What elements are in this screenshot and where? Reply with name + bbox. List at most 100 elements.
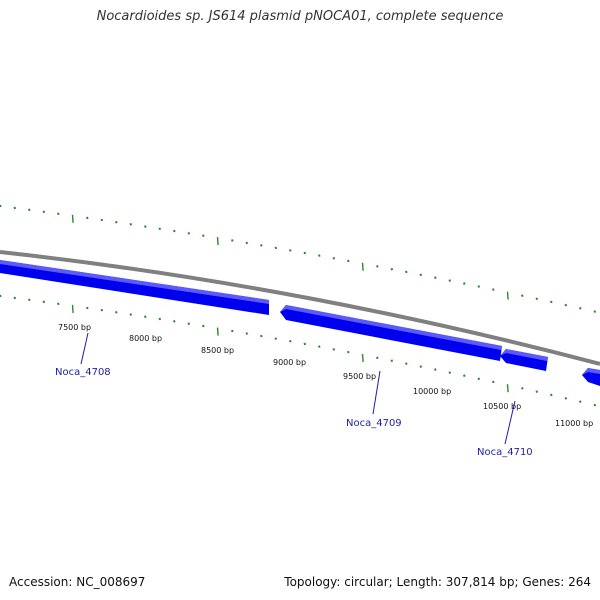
- gene-arrow-noca-4709[interactable]: [280, 305, 502, 361]
- minor-tick: [129, 223, 133, 226]
- minor-tick: [347, 350, 350, 354]
- minor-tick: [419, 273, 423, 277]
- major-tick: [361, 353, 364, 363]
- minor-tick: [477, 377, 481, 381]
- minor-tick: [463, 282, 466, 285]
- major-tick: [71, 214, 74, 223]
- gene-label-noca-4709[interactable]: Noca_4709: [346, 418, 402, 429]
- minor-tick: [521, 387, 524, 390]
- minor-tick: [57, 302, 60, 306]
- minor-tick: [390, 267, 394, 271]
- minor-tick: [318, 345, 321, 348]
- gene-label-noca-4710[interactable]: Noca_4710: [477, 447, 533, 458]
- minor-tick: [477, 285, 481, 288]
- inner-tick-ring: [0, 294, 597, 407]
- major-tick: [71, 304, 74, 313]
- accession-text: Accession: NC_008697: [9, 575, 146, 589]
- minor-tick: [187, 322, 191, 325]
- major-tick: [216, 327, 219, 336]
- minor-tick: [202, 234, 205, 237]
- gene-label-noca-4708[interactable]: Noca_4708: [55, 367, 111, 378]
- minor-tick: [245, 241, 249, 245]
- minor-tick: [289, 339, 292, 343]
- minor-tick: [86, 306, 89, 310]
- minor-tick: [129, 313, 133, 316]
- gene-arrow-noca-4710[interactable]: [500, 349, 548, 371]
- gene-arrow-partial[interactable]: [582, 368, 600, 386]
- minor-tick: [144, 315, 147, 319]
- minor-tick: [231, 329, 234, 333]
- minor-tick: [434, 276, 437, 279]
- gene-leader-line: [504, 400, 516, 445]
- minor-tick: [492, 380, 495, 384]
- scale-label: 8500 bp: [201, 346, 234, 355]
- minor-tick: [173, 320, 176, 323]
- map-title: Nocardioides sp. JS614 plasmid pNOCA01, …: [96, 9, 504, 24]
- minor-tick: [115, 311, 118, 314]
- gene-leader-line: [372, 370, 381, 415]
- scale-label: 10000 bp: [413, 387, 451, 396]
- gene-leader-line: [80, 332, 89, 365]
- minor-tick: [42, 210, 46, 214]
- minor-tick: [318, 254, 321, 257]
- minor-tick: [289, 249, 292, 252]
- minor-tick: [535, 390, 539, 393]
- minor-tick: [115, 220, 118, 224]
- minor-tick: [260, 244, 263, 247]
- scale-label: 8000 bp: [129, 334, 162, 343]
- minor-tick: [13, 206, 17, 210]
- minor-tick: [564, 303, 568, 307]
- minor-tick: [42, 300, 46, 304]
- major-tick: [216, 237, 219, 246]
- minor-tick: [231, 239, 234, 242]
- minor-tick: [521, 294, 524, 297]
- minor-tick: [448, 279, 452, 282]
- minor-tick: [376, 356, 379, 360]
- plasmid-backbone: [0, 250, 600, 366]
- scale-label: 10500 bp: [483, 402, 521, 411]
- minor-tick: [303, 251, 307, 255]
- minor-tick: [100, 308, 104, 312]
- minor-tick: [332, 256, 336, 260]
- minor-tick: [347, 259, 350, 263]
- minor-tick: [492, 288, 495, 291]
- minor-tick: [245, 332, 249, 335]
- major-tick: [506, 384, 509, 393]
- minor-tick: [260, 334, 263, 338]
- minor-tick: [274, 337, 278, 340]
- major-tick: [361, 262, 364, 271]
- topology-info-text: Topology: circular; Length: 307,814 bp; …: [284, 575, 591, 589]
- minor-tick: [57, 212, 60, 216]
- scale-label: 9500 bp: [343, 372, 376, 381]
- outer-tick-ring: [0, 204, 597, 313]
- minor-tick: [86, 216, 89, 220]
- gene-arrow-noca-4708[interactable]: [0, 260, 269, 315]
- minor-tick: [550, 300, 553, 304]
- minor-tick: [376, 265, 379, 268]
- scale-label: 11000 bp: [555, 419, 593, 428]
- minor-tick: [390, 359, 394, 362]
- minor-tick: [28, 298, 31, 302]
- minor-tick: [173, 229, 176, 233]
- minor-tick: [0, 204, 2, 208]
- scale-label: 9000 bp: [273, 358, 306, 367]
- minor-tick: [158, 317, 162, 321]
- minor-tick: [202, 324, 205, 328]
- minor-tick: [405, 270, 408, 274]
- minor-tick: [550, 393, 553, 397]
- minor-tick: [419, 365, 423, 368]
- minor-tick: [405, 362, 408, 365]
- minor-tick: [463, 374, 466, 377]
- minor-tick: [535, 297, 539, 301]
- minor-tick: [144, 225, 147, 228]
- minor-tick: [579, 307, 582, 310]
- minor-tick: [158, 227, 162, 231]
- minor-tick: [448, 371, 452, 374]
- minor-tick: [13, 296, 17, 300]
- scale-label: 7500 bp: [58, 323, 91, 332]
- minor-tick: [100, 218, 104, 222]
- minor-tick: [303, 342, 307, 346]
- minor-tick: [0, 294, 2, 298]
- minor-tick: [434, 368, 437, 371]
